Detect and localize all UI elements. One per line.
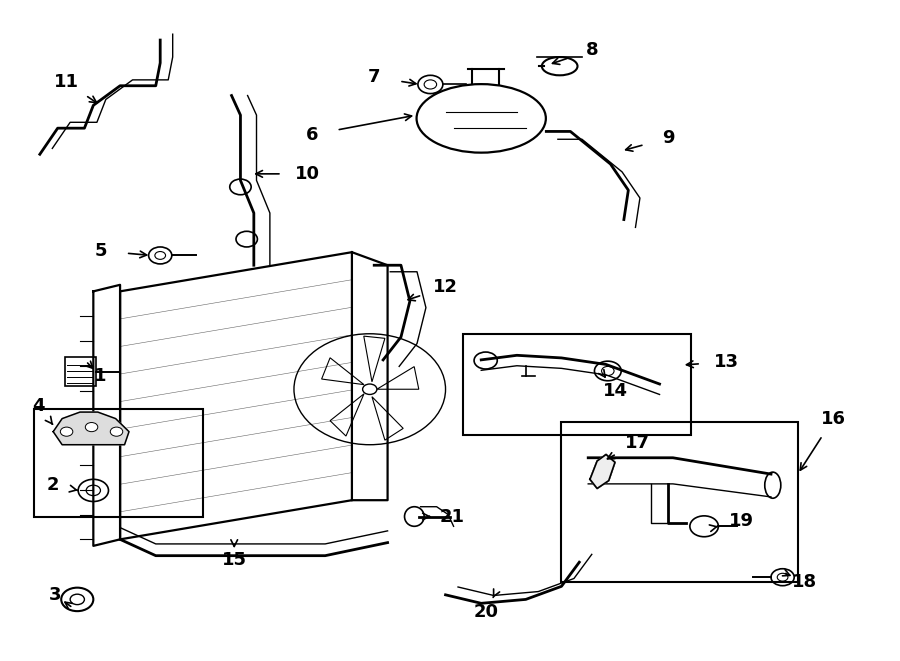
Polygon shape [53, 412, 129, 445]
Bar [65, 356, 96, 386]
Text: 13: 13 [714, 353, 739, 371]
Text: 11: 11 [54, 73, 79, 91]
Text: 7: 7 [368, 68, 381, 87]
Text: 15: 15 [221, 551, 247, 569]
Text: 6: 6 [305, 126, 318, 143]
Circle shape [111, 427, 122, 436]
Text: 17: 17 [625, 434, 650, 451]
Text: 2: 2 [47, 476, 59, 494]
Circle shape [60, 427, 73, 436]
Text: 8: 8 [587, 41, 599, 59]
Bar [562, 422, 797, 582]
Polygon shape [590, 455, 615, 488]
Text: 21: 21 [439, 508, 464, 525]
Text: 19: 19 [729, 512, 754, 530]
Text: 16: 16 [821, 410, 846, 428]
Text: 20: 20 [473, 603, 499, 621]
Text: 1: 1 [94, 368, 107, 385]
Text: 5: 5 [94, 242, 107, 260]
Text: 9: 9 [662, 129, 675, 147]
Text: 10: 10 [295, 165, 319, 183]
Text: 3: 3 [49, 586, 61, 604]
Bar [464, 334, 691, 435]
Text: 12: 12 [433, 278, 458, 296]
Bar [33, 408, 203, 516]
Text: 18: 18 [792, 573, 817, 591]
Text: 4: 4 [32, 397, 44, 414]
Circle shape [86, 422, 98, 432]
Text: 14: 14 [602, 381, 627, 399]
